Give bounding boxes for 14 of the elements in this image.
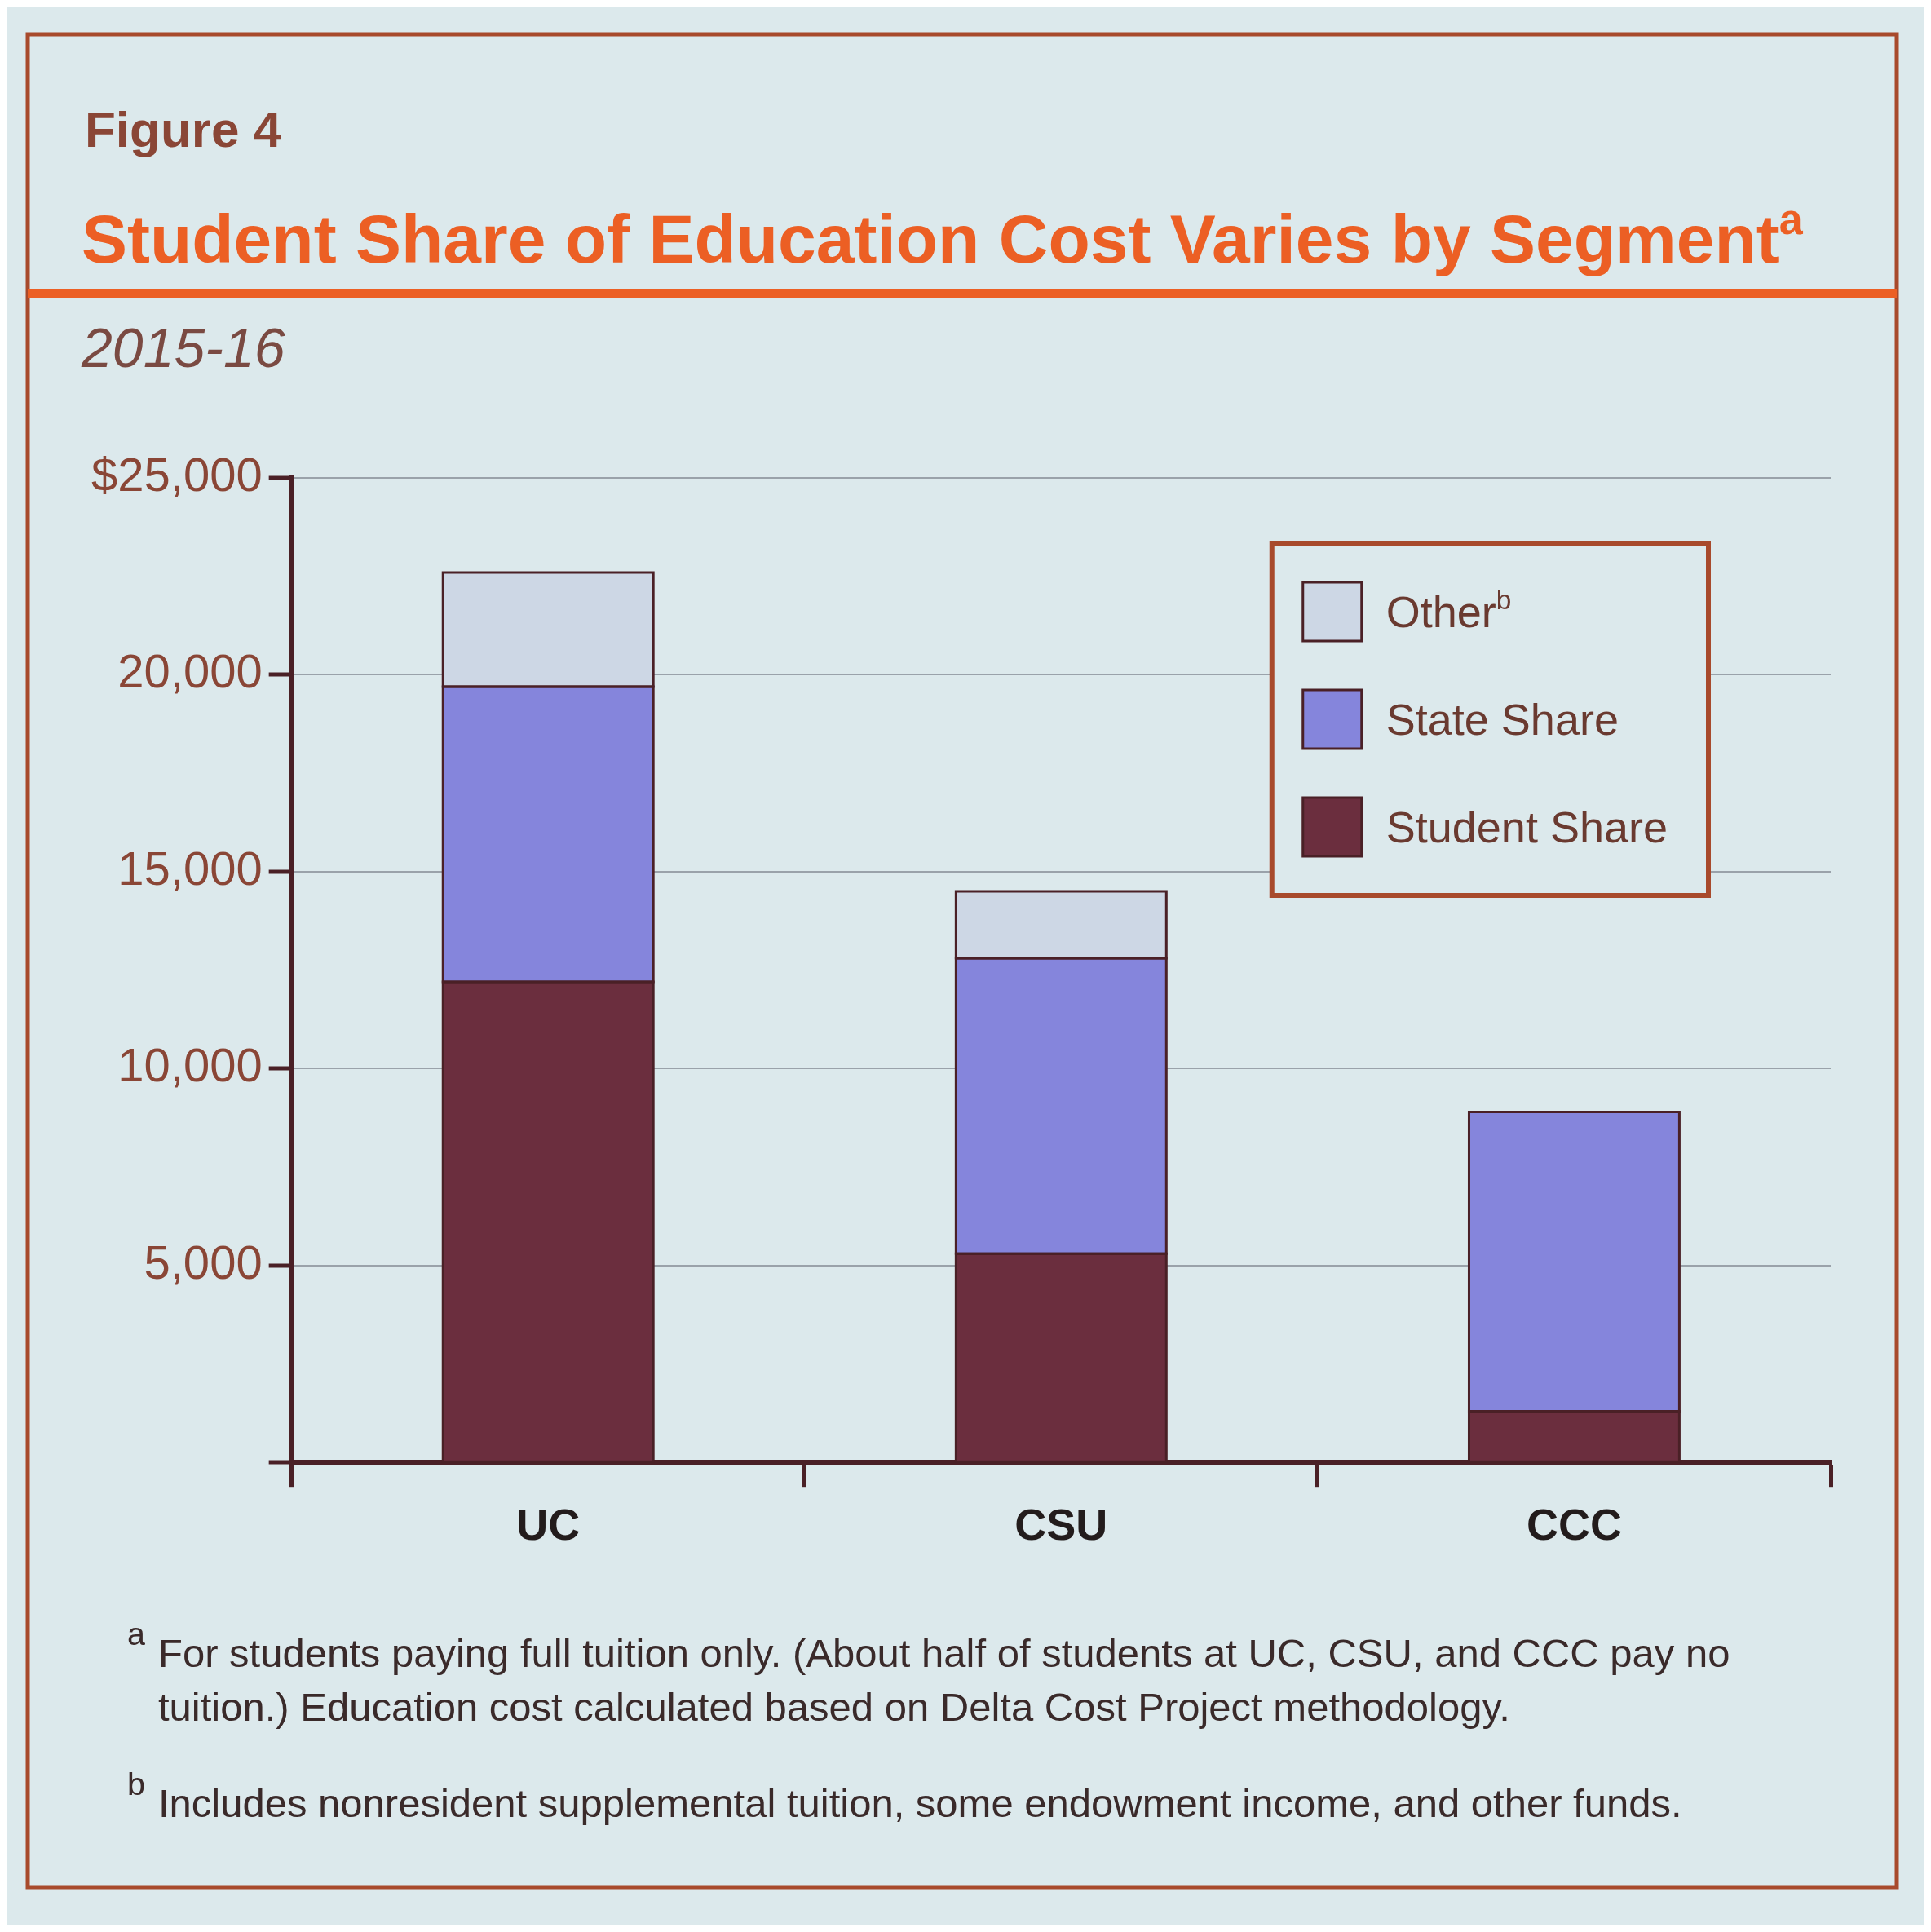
x-tick-label: CCC bbox=[1526, 1500, 1622, 1550]
caption: Figure 4 bbox=[85, 101, 282, 157]
text: a For students paying full tuition only. (About half of students at UC, CSU, and CCC pay no tuition.) Education cost calculated based on Delta Cost Project methodology. bbox=[127, 1616, 1730, 1729]
x-tick-label: UC bbox=[516, 1500, 581, 1550]
y-tick-label: 20,000 bbox=[117, 644, 263, 698]
chart-subtitle: 2015-16 bbox=[81, 316, 285, 378]
y-tick-label: 10,000 bbox=[117, 1038, 263, 1092]
y-tick-label: 15,000 bbox=[117, 841, 263, 895]
y-tick-label: $25,000 bbox=[91, 448, 263, 501]
text: b Includes nonresident supplemental tuition, some endowment income, and other funds. bbox=[127, 1766, 1682, 1825]
legend-label: State Share bbox=[1385, 695, 1619, 745]
y-tick-label: 5,000 bbox=[144, 1235, 263, 1289]
legend-label: Student Share bbox=[1385, 802, 1668, 852]
x-tick-label: CSU bbox=[1014, 1500, 1108, 1550]
